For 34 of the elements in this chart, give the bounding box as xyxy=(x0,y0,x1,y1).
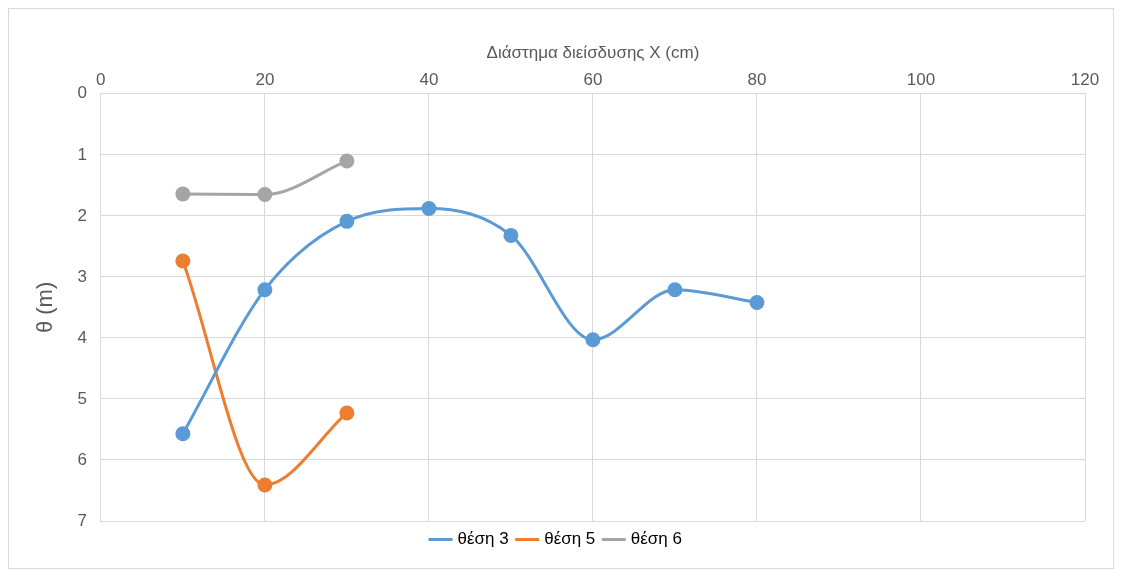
x-tick-label: 0 xyxy=(96,70,106,90)
point xyxy=(175,253,191,269)
point xyxy=(175,426,191,442)
y-tick-label: 0 xyxy=(77,83,87,103)
legend-label: θέση 6 xyxy=(630,529,682,549)
legend-label: θέση 3 xyxy=(457,529,509,549)
y-axis-title: θ (m) xyxy=(32,281,58,334)
point xyxy=(175,186,191,202)
point xyxy=(421,201,437,217)
point xyxy=(585,332,601,348)
x-tick-label: 40 xyxy=(419,70,439,90)
y-tick-label: 6 xyxy=(77,449,87,469)
y-tick-label: 4 xyxy=(77,327,87,347)
x-tick-label: 120 xyxy=(1070,70,1100,90)
x-tick-label: 100 xyxy=(906,70,936,90)
point xyxy=(339,213,355,229)
y-tick-label: 2 xyxy=(77,205,87,225)
point xyxy=(503,227,519,243)
x-tick-label: 80 xyxy=(747,70,767,90)
y-tick-label: 3 xyxy=(77,266,87,286)
x-tick-label: 20 xyxy=(255,70,275,90)
x-axis-title: Διάστημα διείσδυσης X (cm) xyxy=(486,42,700,62)
point xyxy=(257,187,273,202)
y-tick-label: 5 xyxy=(77,388,87,408)
y-tick-label: 1 xyxy=(77,144,87,164)
point xyxy=(257,477,273,493)
point xyxy=(667,282,683,298)
x-tick-label: 60 xyxy=(583,70,603,90)
point xyxy=(339,153,355,169)
point xyxy=(339,405,355,421)
point xyxy=(257,282,273,298)
legend-label: θέση 5 xyxy=(544,529,596,549)
y-tick-label: 7 xyxy=(77,510,87,530)
point xyxy=(749,295,765,311)
